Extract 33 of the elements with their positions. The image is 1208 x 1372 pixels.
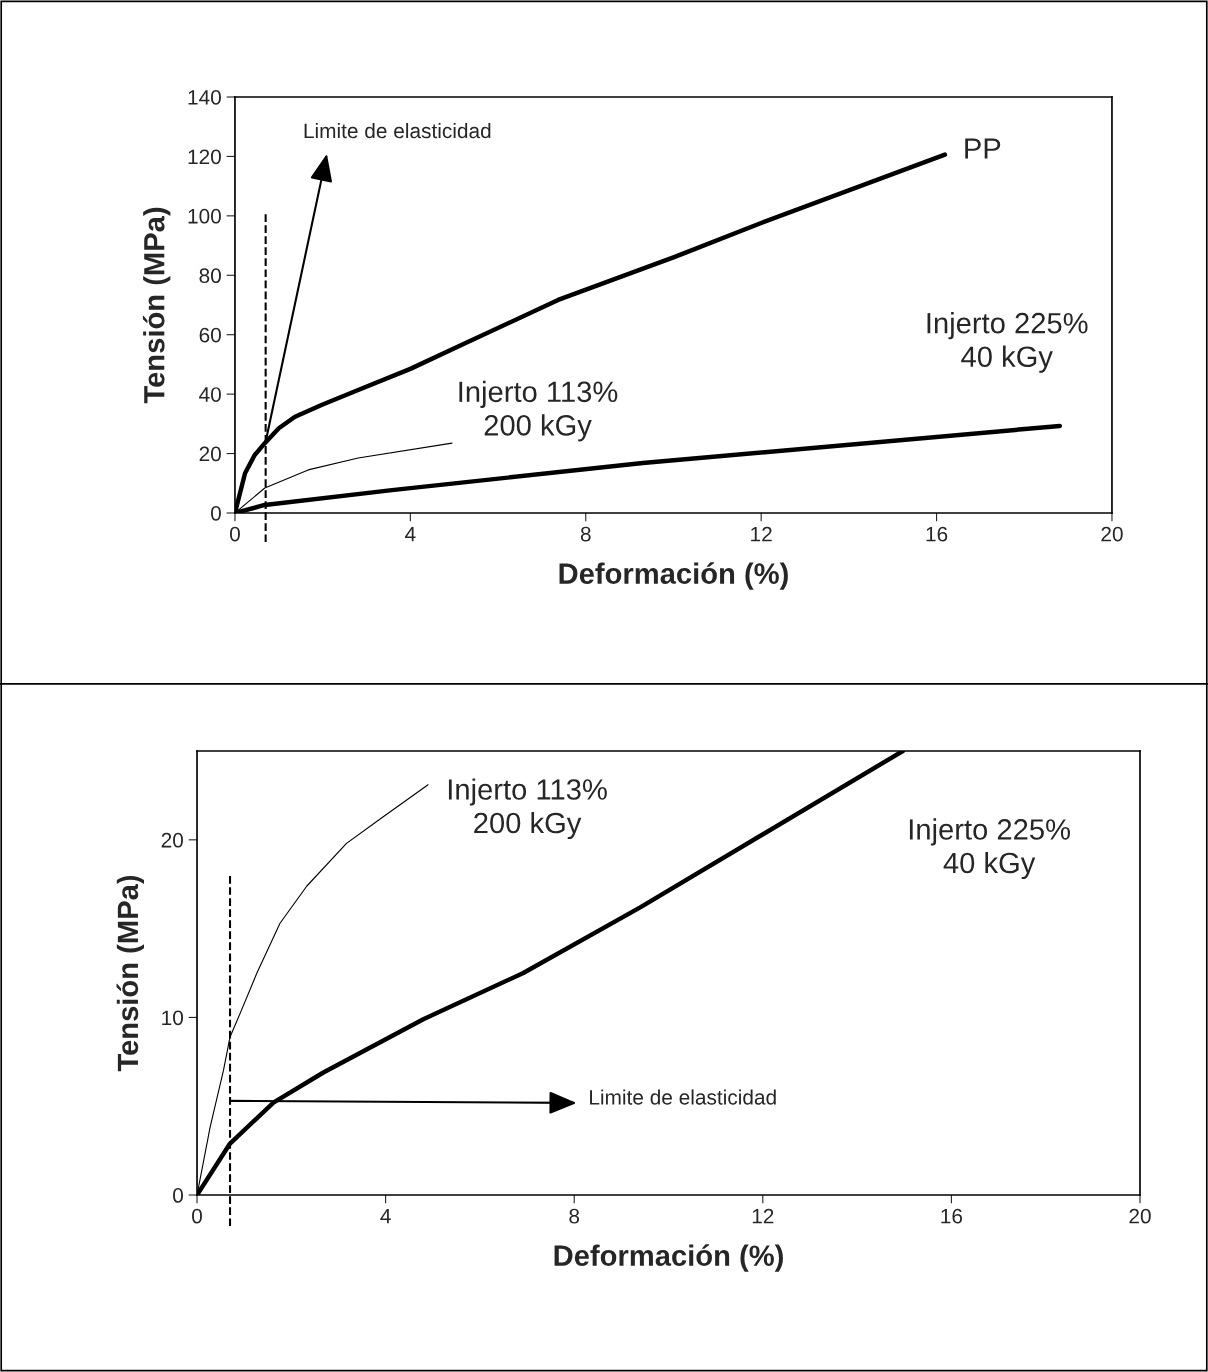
- annotation: Limite de elasticidad: [590, 1089, 776, 1105]
- y-tick-label: 120: [188, 149, 221, 165]
- x-tick-label: 4: [405, 526, 416, 542]
- y-tick-label: 0: [173, 1188, 184, 1203]
- y-tick-label: 60: [199, 327, 221, 343]
- x-tick-label: 4: [380, 1208, 391, 1224]
- x-axis-title: Deformación (%): [559, 562, 788, 590]
- x-tick-label: 12: [751, 526, 772, 542]
- x-tick-label: 20: [1101, 526, 1123, 542]
- series-label: Injerto 113% 200 kGy: [459, 380, 618, 442]
- y-axis-title: Tensión (MPa): [116, 875, 144, 1072]
- y-tick-label: 80: [199, 268, 221, 284]
- y-tick-label: 100: [188, 208, 221, 224]
- series-label: PP: [965, 138, 1001, 159]
- x-tick-label: 8: [580, 526, 591, 542]
- y-tick-label: 0: [210, 505, 221, 521]
- y-tick-label: 40: [199, 387, 221, 402]
- y-tick-label: 20: [199, 446, 221, 462]
- x-axis-title: Deformación (%): [554, 1244, 783, 1272]
- text: Injerto 225% 40 kGy: [927, 312, 1088, 373]
- y-axis-title: Tensión (MPa): [142, 207, 171, 404]
- y-tick-label: 10: [162, 1010, 184, 1026]
- x-tick-label: 0: [229, 526, 240, 542]
- y-tick-label: 140: [188, 90, 221, 105]
- x-tick-label: 8: [569, 1208, 580, 1224]
- series-label: Injerto 113% 200 kGy: [448, 778, 607, 840]
- y-tick-label: 20: [161, 832, 184, 848]
- annotation: Limite de elasticidad: [304, 122, 491, 139]
- x-tick-label: 20: [1129, 1208, 1151, 1224]
- x-tick-label: 12: [752, 1208, 774, 1224]
- x-tick-label: 16: [941, 1208, 963, 1224]
- x-tick-label: 16: [926, 526, 948, 542]
- text: Injerto 225% 40 kGy: [909, 818, 1070, 880]
